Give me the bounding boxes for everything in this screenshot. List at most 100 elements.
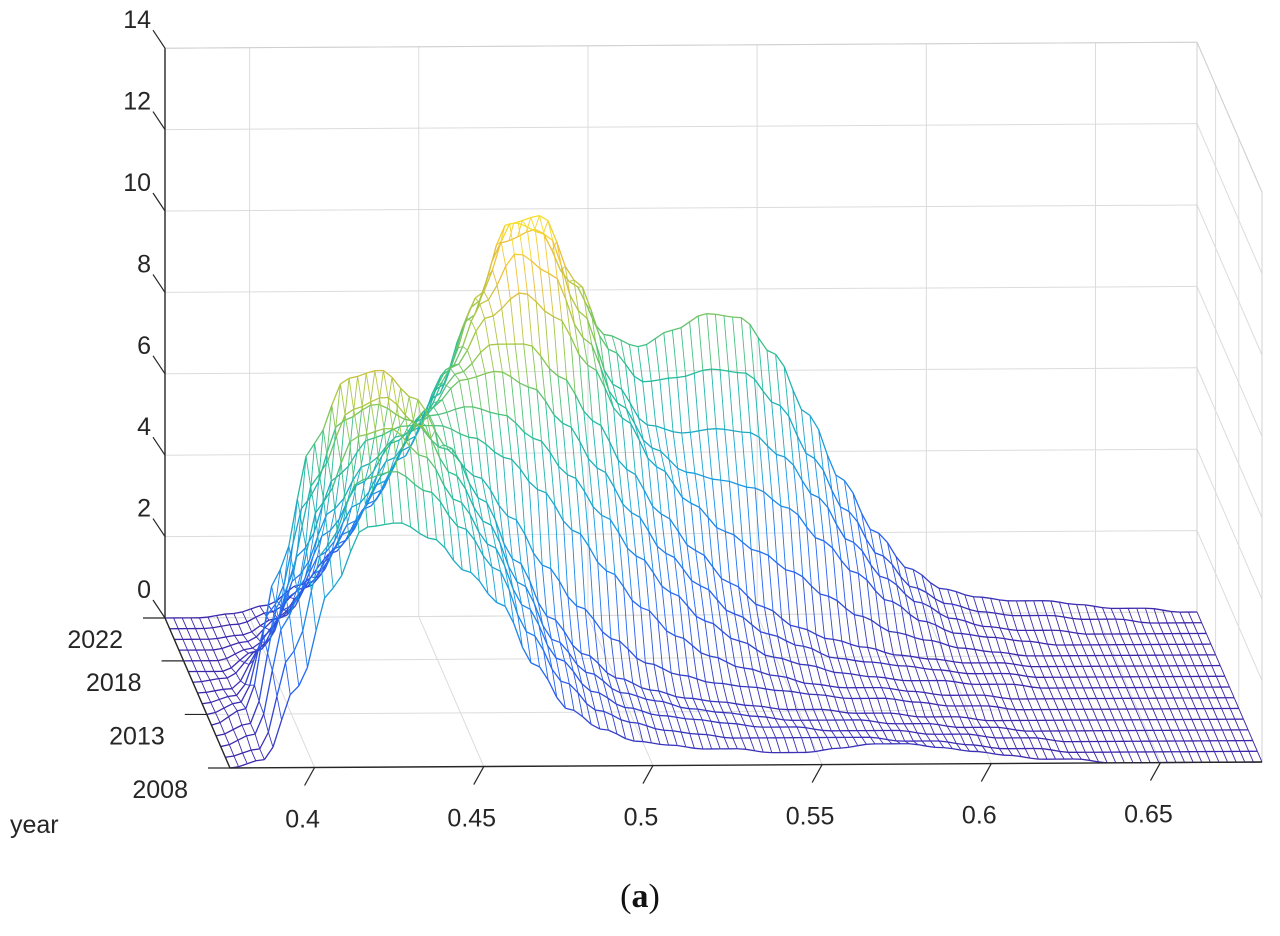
surface-mesh-line: [1135, 730, 1142, 742]
surface-row-line: [850, 643, 860, 648]
surface-mesh-line: [587, 365, 593, 421]
surface-mesh-line: [222, 671, 228, 679]
surface-row-line: [555, 657, 565, 662]
surface-row-line: [247, 636, 257, 643]
surface-mesh-line: [894, 699, 900, 715]
surface-mesh-line: [1010, 698, 1016, 710]
surface-mesh-line: [965, 621, 971, 635]
surface-mesh-line: [347, 481, 353, 501]
surface-row-line: [990, 597, 1000, 601]
surface-mesh-line: [409, 446, 416, 485]
surface-mesh-line: [928, 680, 934, 695]
surface-mesh-line: [723, 737, 730, 749]
surface-row-line: [336, 506, 347, 532]
surface-row-line: [498, 413, 508, 417]
surface-row-line: [487, 244, 498, 277]
surface-row-line: [904, 566, 914, 571]
surface-row-line: [530, 214, 540, 219]
surface-mesh-line: [326, 481, 332, 515]
surface-mesh-line: [714, 314, 721, 370]
surface-mesh-line: [223, 707, 230, 717]
surface-row-line: [780, 505, 790, 510]
surface-mesh-line: [1051, 655, 1058, 667]
surface-row-line: [494, 519, 505, 544]
surface-mesh-line: [1143, 708, 1150, 720]
surface-mesh-line: [873, 712, 879, 723]
surface-row-line: [410, 526, 420, 534]
surface-mesh-line: [699, 585, 706, 621]
surface-mesh-line: [246, 735, 252, 751]
surface-row-line: [775, 353, 785, 367]
surface-row-line: [770, 707, 780, 710]
surface-row-line: [319, 544, 330, 557]
surface-mesh-line: [861, 513, 867, 540]
surface-mesh-line: [461, 502, 467, 530]
surface-mesh-line: [246, 621, 253, 632]
surface-mesh-line: [199, 639, 206, 651]
z-tick-label: 2: [137, 495, 151, 523]
surface-mesh-line: [365, 405, 371, 441]
surface-row-line: [507, 565, 518, 583]
surface-row-line: [718, 701, 728, 704]
surface-mesh-line: [1016, 748, 1022, 757]
surface-row-line: [237, 735, 247, 741]
surface-row-line: [540, 355, 550, 370]
surface-row-line: [551, 668, 562, 682]
surface-row-line: [626, 468, 636, 476]
surface-mesh-line: [1057, 687, 1063, 699]
surface-row-line: [764, 606, 774, 612]
surface-row-line: [234, 649, 245, 655]
surface-row-line: [511, 459, 521, 470]
surface-mesh-line: [852, 719, 858, 731]
surface-mesh-line: [810, 585, 817, 635]
surface-mesh-line: [986, 637, 993, 653]
surface-mesh-line: [595, 370, 602, 426]
surface-row-line: [325, 540, 335, 553]
surface-mesh-line: [921, 574, 927, 593]
surface-mesh-line: [1139, 698, 1145, 710]
surface-mesh-line: [238, 624, 244, 636]
surface-mesh-line: [1155, 676, 1162, 688]
surface-row-line: [676, 375, 686, 379]
surface-row-line: [564, 265, 575, 281]
surface-row-line: [236, 683, 246, 696]
surface-row-line: [786, 676, 796, 682]
surface-mesh-line: [949, 670, 955, 682]
surface-mesh-line: [1047, 666, 1054, 678]
surface-mesh-line: [1125, 665, 1131, 678]
surface-row-line: [637, 343, 647, 348]
surface-row-line: [796, 726, 806, 729]
surface-mesh-line: [689, 733, 695, 749]
surface-row-line: [970, 633, 979, 637]
surface-mesh-line: [404, 415, 411, 447]
surface-mesh-line: [1069, 677, 1076, 689]
surface-mesh-line: [729, 582, 736, 615]
surface-mesh-line: [1017, 654, 1023, 666]
surface-mesh-line: [910, 656, 916, 668]
surface-mesh-line: [887, 578, 894, 602]
surface-mesh-line: [230, 667, 237, 674]
surface-mesh-line: [684, 697, 690, 709]
surface-mesh-line: [672, 730, 678, 746]
surface-row-line: [377, 445, 388, 458]
surface-mesh-line: [964, 744, 970, 752]
surface-row-line: [802, 576, 812, 587]
surface-row-line: [818, 497, 829, 508]
surface-row-line: [738, 586, 748, 597]
surface-mesh-line: [967, 695, 973, 707]
surface-mesh-line: [602, 680, 609, 699]
surface-row-line: [869, 720, 879, 723]
surface-row-line: [974, 648, 984, 652]
surface-row-line: [1047, 643, 1057, 646]
surface-row-line: [199, 616, 209, 619]
surface-row-line: [258, 653, 269, 702]
surface-row-line: [504, 605, 515, 624]
surface-mesh-line: [846, 658, 852, 674]
surface-mesh-line: [191, 639, 197, 651]
surface-mesh-line: [1179, 611, 1185, 623]
surface-mesh-line: [228, 716, 234, 730]
surface-mesh-line: [1070, 698, 1076, 710]
surface-row-line: [785, 640, 796, 646]
surface-mesh-line: [1029, 641, 1036, 657]
surface-mesh-line: [611, 335, 618, 354]
